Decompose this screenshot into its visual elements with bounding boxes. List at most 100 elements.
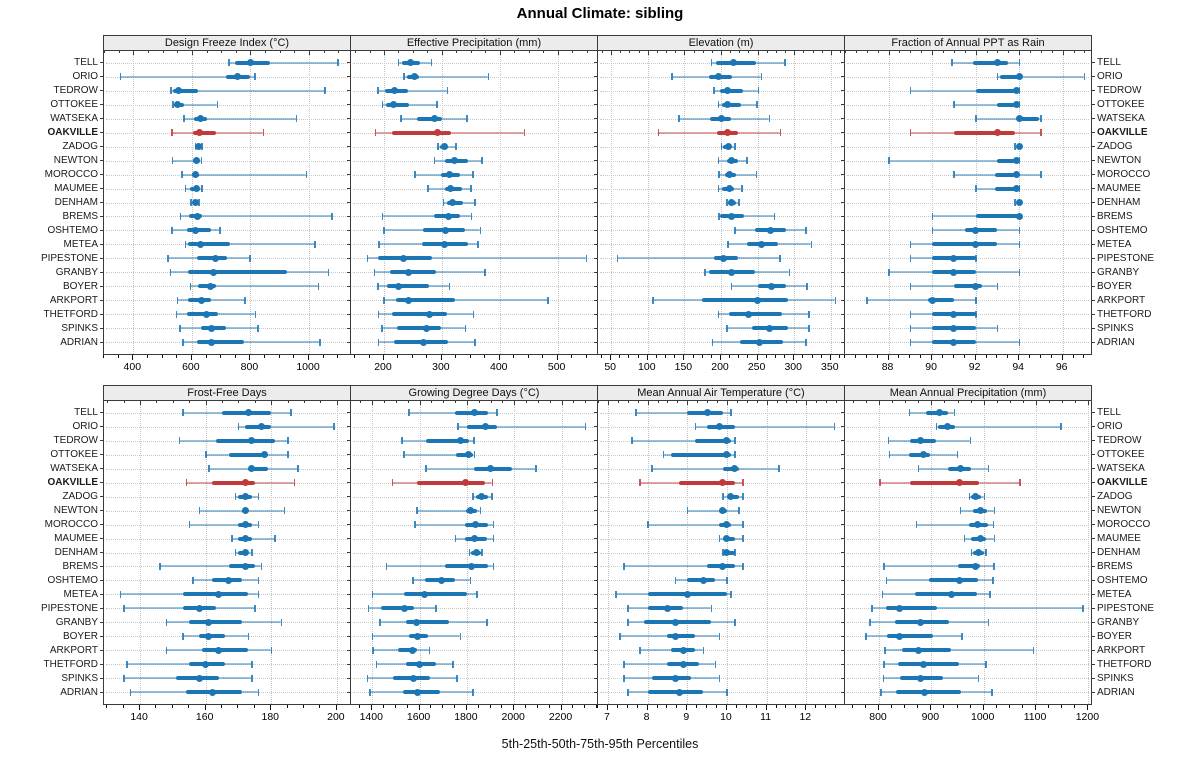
whisker-cap-right-granby [327,268,330,276]
axis-tick [1083,355,1085,358]
whisker-morocco [916,523,994,526]
x-tick-top [775,51,777,53]
whisker-ottokee [953,103,1020,106]
y-tick-right [1092,482,1095,484]
whisker-cap-left-tedrow [170,87,172,95]
y-tick-left [100,691,103,693]
whisker-cap-left-granby [373,268,376,276]
whisker-cap-right-boyer [247,632,250,640]
y-tick-left [347,440,350,442]
whisker-cap-right-metea [257,590,260,598]
site-label-tell: TELL [74,407,98,419]
x-tick-top [1030,51,1032,53]
median-dot-metea [441,240,449,248]
y-gridline [353,62,595,64]
y-gridline [600,608,842,610]
axis-tick [103,355,104,358]
axis-tick-label: 200 [374,361,392,373]
y-tick-left [100,412,103,414]
y-gridline [600,468,842,470]
y-gridline [353,188,595,190]
y-tick-left [347,552,350,553]
x-tick-top [455,401,457,403]
y-gridline [847,664,1089,666]
median-dot-zadog [478,493,486,501]
axis-tick [765,355,767,358]
site-label-adrian: ADRIAN [1097,686,1135,698]
median-dot-oshtemo [191,226,199,234]
whisker-cap-left-watseka [208,465,210,473]
x-tick-top [647,51,649,55]
axis-tick [1061,355,1063,360]
x-tick-top [499,51,501,55]
whisker-cap-right-denham [481,549,483,556]
y-tick-right [1092,243,1095,245]
whisker-cap-left-thetford [717,310,720,318]
y-tick-right [1092,188,1095,190]
whisker-cap-left-tedrow [909,87,912,95]
whisker-cap-right-spinks [456,674,458,682]
whisker-cap-right-zadog [257,493,260,501]
x-tick-top [398,51,400,53]
median-dot-brems [444,212,452,220]
y-tick-left [594,285,597,287]
whisker-cap-right-adrian [1018,338,1021,346]
x-tick-top [638,51,640,53]
y-tick-right [1092,118,1095,120]
whisker-cap-left-denham [970,549,973,556]
site-label-ottokee: OTTOKEE [1097,99,1145,111]
site-label-oshtemo: OSHTEMO [47,574,98,586]
y-tick-right [1092,524,1095,526]
y-tick-left [594,482,597,484]
whisker-cap-left-zadog [720,143,722,151]
whisker-cap-left-watseka [678,115,680,123]
whisker-cap-right-oshtemo [479,226,482,234]
panel-mean-annual-precipitation-mm: Mean Annual Precipitation (mm) 800 900 1000… [841,385,1099,731]
y-tick-left [841,202,844,203]
x-tick-top [543,51,545,53]
whisker-cap-right-tell [337,59,339,67]
median-dot-newton [466,507,474,515]
whisker-cap-right-zadog [201,143,203,151]
axis-tick [735,705,737,708]
whisker-cap-left-brems [179,212,182,220]
median-dot-pipestone [895,604,903,612]
y-tick-left [100,327,103,329]
whisker-cap-left-maumee [231,535,233,543]
median-dot-ottokee [724,101,732,109]
y-tick-left [100,649,103,651]
whisker-cap-right-newton [200,157,203,165]
whisker-cap-left-oakville [657,129,660,137]
whisker-cap-right-granby [987,618,990,626]
whisker-cap-left-watseka [651,465,653,473]
y-tick-left [347,663,350,665]
whisker-brems [180,215,332,218]
axis-tick [1035,705,1037,710]
site-label-arkport: ARKPORT [1097,644,1146,656]
axis-tick [501,705,503,708]
site-label-ottokee: OTTOKEE [50,99,98,111]
y-tick-left [347,146,350,148]
whisker-brems [883,565,994,568]
y-tick-left [347,565,350,567]
y-tick-left [100,552,103,553]
y-tick-left [841,426,844,428]
whisker-cap-left-ottokee [888,451,891,459]
whisker-cap-right-granby [788,268,791,276]
y-tick-left [100,579,103,581]
median-dot-oshtemo [437,576,445,584]
whisker-cap-left-ottokee [381,101,384,109]
axis-tick-label: 94 [1012,361,1024,373]
whisker-cap-right-watseka [535,465,537,473]
median-dot-orio [1015,73,1023,81]
whisker-ottokee [382,103,437,106]
median-dot-arkport [215,646,223,654]
median-dot-metea [421,590,429,598]
y-gridline [600,538,842,540]
x-tick-top [816,401,818,403]
axis-tick [720,355,721,360]
x-tick-top [637,401,639,403]
y-tick-left [841,635,844,637]
y-gridline [353,174,595,176]
whisker-tell [635,411,731,414]
